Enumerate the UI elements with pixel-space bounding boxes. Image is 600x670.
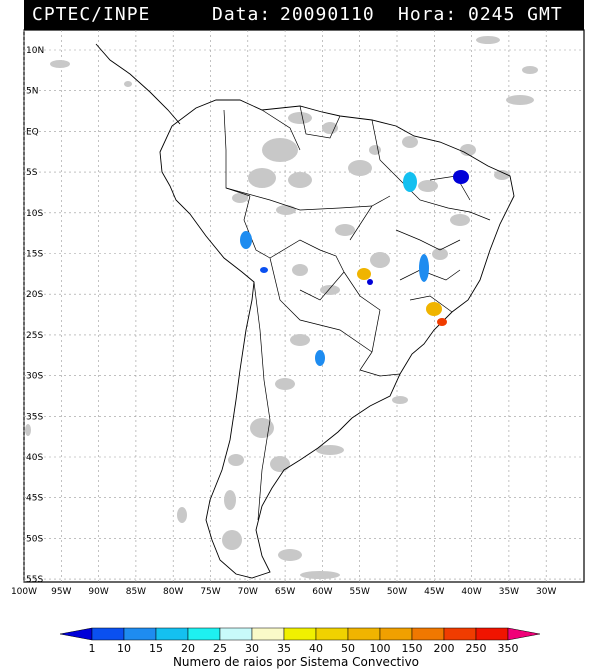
lightning-system <box>426 302 442 316</box>
lat-tick-label: 50S <box>26 534 43 544</box>
colorbar-label: 30 <box>245 642 259 655</box>
lon-tick-label: 70W <box>238 587 258 597</box>
colorbar-segment <box>187 627 221 641</box>
lon-tick-label: 100W <box>11 587 37 597</box>
lat-tick-label: 20S <box>26 290 43 300</box>
lon-tick-label: 85W <box>126 587 146 597</box>
colorbar-segment <box>283 627 317 641</box>
lat-tick-label: 25S <box>26 331 43 341</box>
colorbar-label: 350 <box>498 642 519 655</box>
colorbar-label: 250 <box>466 642 487 655</box>
colorbar: 1 10 15 20 25 30 35 40 50 100 150 200 250 350 <box>59 627 541 655</box>
colorbar-segment <box>123 627 157 641</box>
lightning-system <box>357 268 371 280</box>
lat-tick-label: 45S <box>26 494 43 504</box>
lightning-system <box>419 254 429 282</box>
colorbar-title: Numero de raios por Sistema Convectivo <box>173 655 419 669</box>
lon-tick-label: 50W <box>387 587 407 597</box>
lat-tick-label: 35S <box>26 412 43 422</box>
colorbar-label: 150 <box>402 642 423 655</box>
lightning-system <box>260 267 268 273</box>
colorbar-segment <box>443 627 477 641</box>
lat-tick-label: 55S <box>26 575 43 585</box>
lon-tick-label: 30W <box>536 587 556 597</box>
lon-tick-label: 40W <box>461 587 481 597</box>
colorbar-segment <box>347 627 381 641</box>
lightning-system <box>403 172 417 192</box>
colorbar-label: 50 <box>341 642 355 655</box>
colorbar-segment <box>315 627 349 641</box>
date-label: Data: <box>212 4 272 25</box>
hour-value: 0245 GMT <box>468 4 563 25</box>
lightning-system <box>367 279 373 285</box>
colorbar-label: 25 <box>213 642 227 655</box>
lon-tick-label: 90W <box>88 587 108 597</box>
colorbar-label: 20 <box>181 642 195 655</box>
lon-tick-label: 65W <box>275 587 295 597</box>
cloud-cover <box>25 36 538 579</box>
lat-tick-label: 10S <box>26 209 43 219</box>
axis-labels: 10N 5N EQ 5S 10S 15S 20S 25S 30S 35S 40S 45S 50S 55S 1… <box>11 46 557 597</box>
lat-tick-label: 30S <box>26 372 43 382</box>
colorbar-label: 40 <box>309 642 323 655</box>
lon-tick-label: 45W <box>424 587 444 597</box>
lon-tick-label: 80W <box>163 587 183 597</box>
coastline <box>95 43 515 579</box>
colorbar-segment <box>507 627 541 641</box>
lightning-system <box>315 350 325 366</box>
lightning-systems <box>240 170 469 366</box>
colorbar-segment <box>251 627 285 641</box>
colorbar-label: 35 <box>277 642 291 655</box>
colorbar-segment <box>411 627 445 641</box>
colorbar-segment <box>91 627 125 641</box>
colorbar-segment <box>155 627 189 641</box>
colorbar-segment <box>59 627 93 641</box>
lon-tick-label: 75W <box>200 587 220 597</box>
lat-tick-label: 40S <box>26 453 43 463</box>
lon-tick-label: 55W <box>350 587 370 597</box>
colorbar-segment <box>475 627 509 641</box>
date-value: 20090110 <box>280 4 375 25</box>
lon-tick-label: 95W <box>51 587 71 597</box>
lat-tick-label: 5N <box>26 87 38 97</box>
lightning-system <box>437 318 447 326</box>
colorbar-label: 15 <box>149 642 163 655</box>
header-bar: CPTEC/INPE Data: 20090110 Hora: 0245 GMT <box>24 0 584 30</box>
lon-tick-label: 35W <box>499 587 519 597</box>
country-borders <box>223 105 491 521</box>
colorbar-label: 200 <box>434 642 455 655</box>
colorbar-segment <box>379 627 413 641</box>
colorbar-label: 1 <box>89 642 96 655</box>
lightning-system <box>453 170 469 184</box>
colorbar-label: 100 <box>370 642 391 655</box>
lon-tick-label: 60W <box>312 587 332 597</box>
hour-label: Hora: <box>398 4 458 25</box>
lat-tick-label: 15S <box>26 250 43 260</box>
lat-tick-label: 5S <box>26 168 38 178</box>
colorbar-segment <box>219 627 253 641</box>
lat-tick-label: 10N <box>26 46 44 56</box>
source-label: CPTEC/INPE <box>32 4 151 25</box>
lightning-system <box>240 231 252 249</box>
colorbar-label: 10 <box>117 642 131 655</box>
lat-tick-label: EQ <box>26 127 39 137</box>
